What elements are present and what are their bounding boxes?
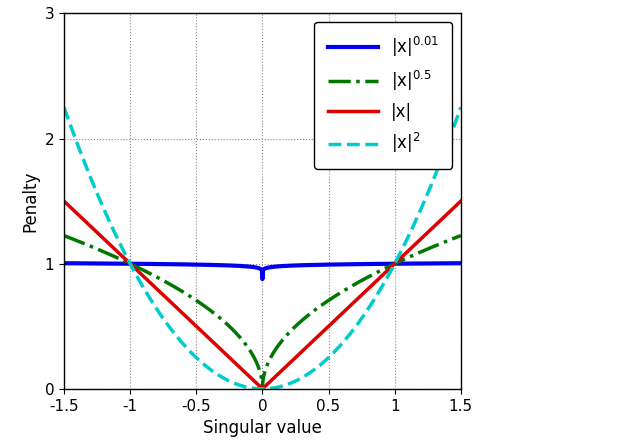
- X-axis label: Singular value: Singular value: [203, 419, 322, 437]
- Legend: |x|$^{0.01}$, |x|$^{0.5}$, |x|, |x|$^{2}$: |x|$^{0.01}$, |x|$^{0.5}$, |x|, |x|$^{2}…: [314, 22, 452, 169]
- Y-axis label: Penalty: Penalty: [21, 170, 39, 232]
